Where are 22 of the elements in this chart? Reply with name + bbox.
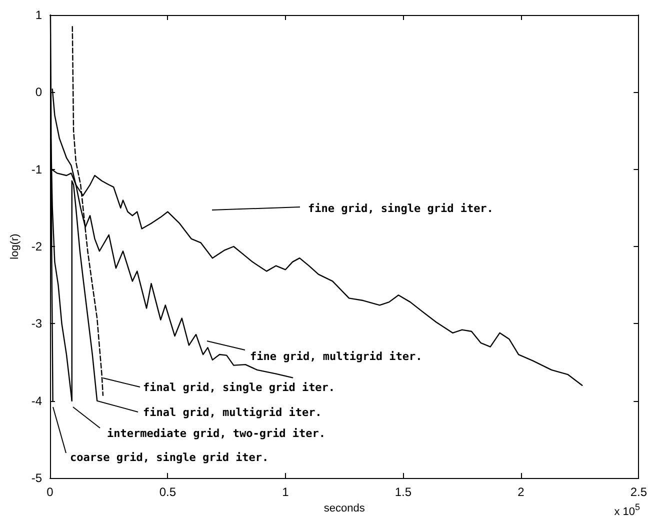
text: x 10$^{5}$ <box>614 502 640 518</box>
annotation: final grid, single grid iter. <box>143 381 336 394</box>
x-tick-label: 2.5 <box>630 485 648 499</box>
y-tick-label: 0 <box>35 85 42 100</box>
x-tick-label: 1.5 <box>394 485 412 499</box>
x-tick-label: 2 <box>518 485 525 499</box>
y-tick-label: -5 <box>31 471 42 485</box>
y-tick-label: -4 <box>31 394 42 408</box>
y-tick-label: 1 <box>35 8 42 22</box>
y-tick-label: -1 <box>31 162 42 176</box>
annotation: coarse grid, single grid iter. <box>70 451 269 464</box>
y-tick-label: -3 <box>31 316 42 331</box>
annotation: fine grid, multigrid iter. <box>250 350 422 363</box>
x-axis-title: seconds <box>324 502 366 514</box>
annotation: fine grid, single grid iter. <box>308 202 494 215</box>
y-axis-title: log(r) <box>8 234 21 260</box>
x-tick-label: 0 <box>46 485 54 499</box>
y-tick-label: -2 <box>31 240 42 254</box>
x-tick-label: 1 <box>282 485 290 499</box>
annotation: final grid, multigrid iter. <box>143 406 322 419</box>
x-tick-label: 0.5 <box>159 485 176 499</box>
annotation: intermediate grid, two-grid iter. <box>107 427 326 440</box>
